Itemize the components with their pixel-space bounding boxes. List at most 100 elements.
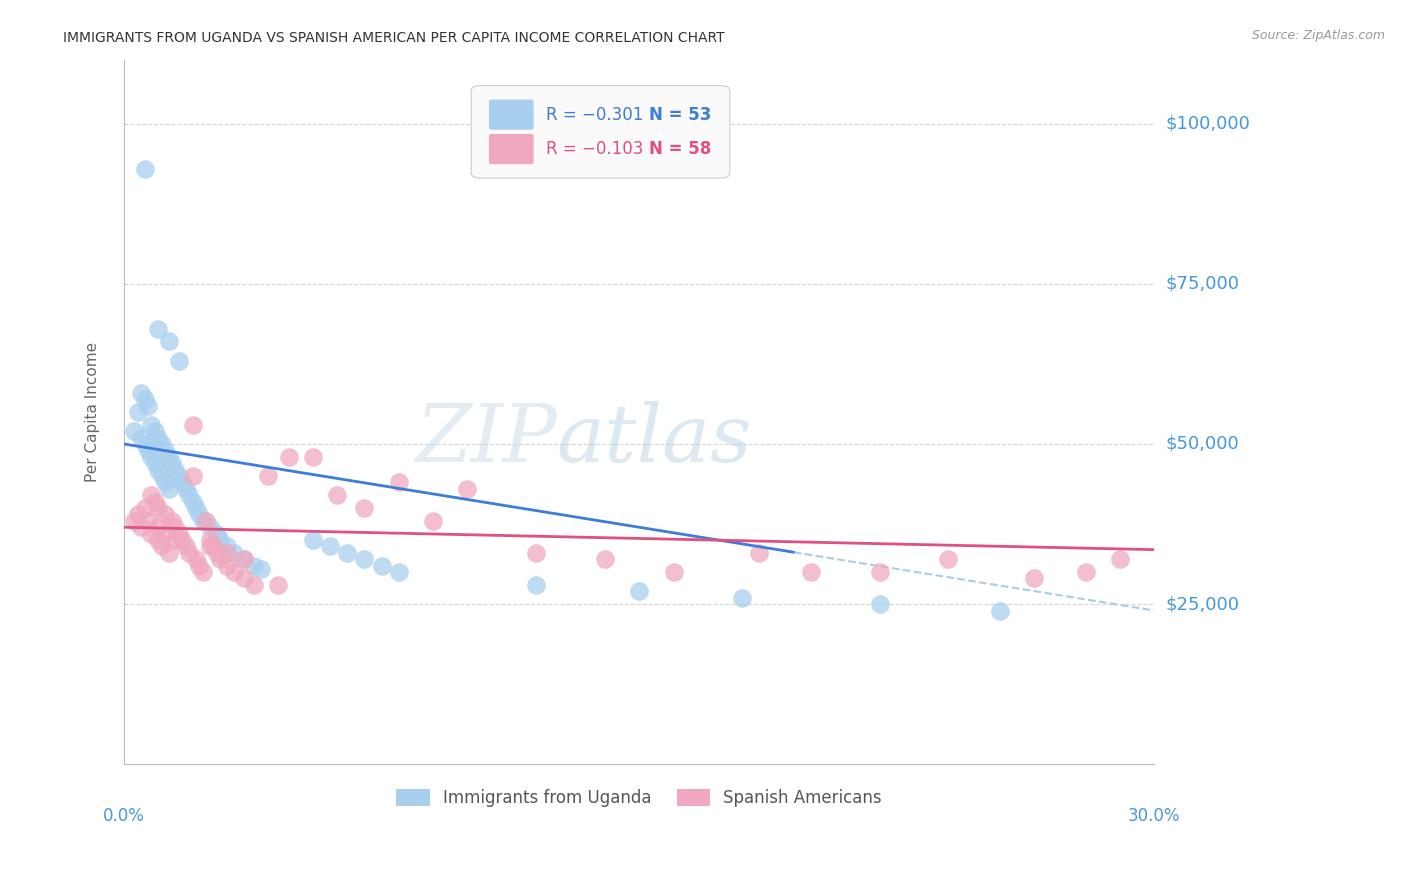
Point [988, 603, 1011, 617]
Point [222, 565, 245, 579]
Point [136, 443, 159, 458]
Point [326, 488, 349, 502]
Point [181, 469, 204, 483]
Point [336, 546, 359, 560]
Point [662, 565, 685, 579]
Point [127, 405, 149, 419]
Point [936, 552, 959, 566]
Text: atlas: atlas [557, 401, 752, 479]
Point [233, 572, 256, 586]
Point [148, 520, 170, 534]
Point [388, 475, 411, 490]
Point [129, 520, 152, 534]
FancyBboxPatch shape [471, 86, 730, 178]
Point [250, 562, 273, 576]
Point [215, 540, 238, 554]
Point [267, 578, 290, 592]
Point [150, 437, 173, 451]
Point [209, 552, 232, 566]
Point [150, 469, 173, 483]
Point [243, 578, 266, 592]
Point [524, 546, 547, 560]
Point [195, 514, 218, 528]
Text: ZIP: ZIP [415, 401, 557, 479]
Point [205, 526, 228, 541]
Point [353, 501, 375, 516]
Point [191, 565, 214, 579]
Text: $100,000: $100,000 [1166, 115, 1250, 133]
Point [157, 482, 180, 496]
Point [167, 353, 190, 368]
Y-axis label: Per Capita Income: Per Capita Income [86, 342, 100, 482]
Point [257, 469, 280, 483]
Point [141, 450, 163, 464]
Point [157, 450, 180, 464]
FancyBboxPatch shape [489, 99, 534, 130]
Legend: Immigrants from Uganda, Spanish Americans: Immigrants from Uganda, Spanish American… [388, 781, 890, 816]
Point [1024, 572, 1046, 586]
Point [731, 591, 754, 605]
Point [302, 533, 325, 547]
Point [233, 552, 256, 566]
Point [129, 385, 152, 400]
Point [148, 533, 170, 547]
Point [148, 501, 170, 516]
Point [160, 456, 183, 470]
FancyBboxPatch shape [489, 134, 534, 165]
Point [1074, 565, 1097, 579]
Point [456, 482, 478, 496]
Text: 30.0%: 30.0% [1128, 806, 1181, 824]
Point [122, 514, 145, 528]
Point [174, 540, 197, 554]
Text: Source: ZipAtlas.com: Source: ZipAtlas.com [1251, 29, 1385, 42]
Point [233, 552, 256, 566]
Point [869, 565, 891, 579]
Point [198, 520, 221, 534]
Point [165, 462, 187, 476]
Point [134, 437, 156, 451]
Point [209, 533, 232, 547]
Point [165, 533, 187, 547]
Point [593, 552, 616, 566]
Text: R = −0.301: R = −0.301 [547, 105, 644, 124]
Point [141, 526, 163, 541]
Point [748, 546, 770, 560]
Text: N = 53: N = 53 [650, 105, 711, 124]
Point [122, 424, 145, 438]
Point [191, 514, 214, 528]
Point [148, 431, 170, 445]
Point [153, 526, 176, 541]
Point [165, 520, 187, 534]
Point [243, 558, 266, 573]
Point [188, 558, 211, 573]
Point [129, 431, 152, 445]
Text: $25,000: $25,000 [1166, 595, 1240, 613]
Point [370, 558, 392, 573]
Point [174, 482, 197, 496]
Point [215, 558, 238, 573]
Point [143, 494, 166, 508]
Point [167, 469, 190, 483]
Point [127, 508, 149, 522]
Point [136, 399, 159, 413]
Text: $75,000: $75,000 [1166, 275, 1240, 293]
Text: 0.0%: 0.0% [103, 806, 145, 824]
Point [136, 514, 159, 528]
Point [153, 443, 176, 458]
Point [302, 450, 325, 464]
Point [157, 334, 180, 349]
Point [143, 456, 166, 470]
Point [181, 494, 204, 508]
Point [422, 514, 444, 528]
Point [148, 321, 170, 335]
Point [153, 508, 176, 522]
Point [148, 462, 170, 476]
Point [628, 584, 651, 599]
Point [179, 488, 201, 502]
Text: IMMIGRANTS FROM UGANDA VS SPANISH AMERICAN PER CAPITA INCOME CORRELATION CHART: IMMIGRANTS FROM UGANDA VS SPANISH AMERIC… [63, 31, 725, 45]
Point [388, 565, 411, 579]
Point [157, 546, 180, 560]
Point [800, 565, 823, 579]
Point [869, 597, 891, 611]
Point [1109, 552, 1132, 566]
